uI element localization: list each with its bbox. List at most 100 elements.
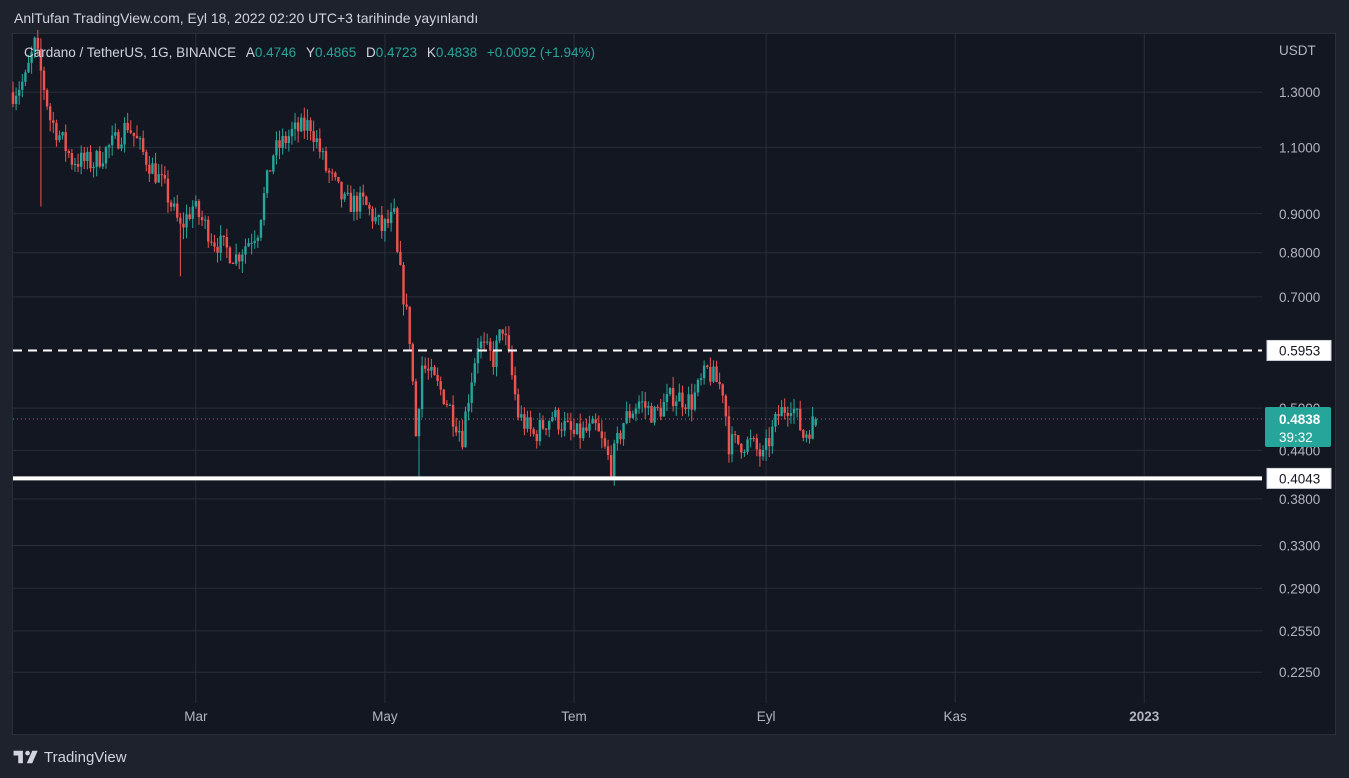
candle-body bbox=[250, 242, 253, 244]
candle-body bbox=[551, 417, 554, 422]
candle-body bbox=[482, 341, 486, 343]
price-axis[interactable]: 1.30001.10000.90000.80000.70000.50000.44… bbox=[1279, 43, 1320, 680]
candle-body bbox=[216, 246, 219, 253]
candle-body bbox=[281, 136, 284, 148]
candle-body bbox=[132, 132, 136, 136]
candle-body bbox=[45, 90, 49, 107]
candle-body bbox=[476, 348, 480, 364]
horizontal-lines[interactable] bbox=[13, 349, 1262, 481]
candle-body bbox=[526, 417, 529, 429]
candle-body bbox=[582, 427, 585, 439]
candle-body bbox=[188, 214, 191, 219]
candle-body bbox=[764, 438, 768, 450]
candle-body bbox=[197, 200, 201, 218]
candle-body bbox=[442, 389, 445, 405]
candle-body bbox=[61, 132, 64, 136]
candle-body bbox=[547, 421, 551, 430]
symbol-name[interactable]: Cardano / TetherUS, 1G, BINANCE bbox=[24, 45, 237, 60]
candle-body bbox=[743, 451, 746, 453]
candle-body bbox=[424, 365, 427, 369]
candle-body bbox=[696, 379, 700, 393]
candle-body bbox=[479, 341, 483, 349]
publication-text: AnlTufan TradingView.com, Eyl 18, 2022 0… bbox=[14, 10, 479, 26]
candle-body bbox=[520, 414, 523, 418]
time-axis[interactable]: Mar May Tem Eyl Kas 2023 bbox=[184, 709, 1159, 724]
candles bbox=[11, 29, 817, 486]
candle-body bbox=[544, 428, 548, 430]
price-badge bbox=[1266, 467, 1332, 489]
time-tick-label: Mar bbox=[184, 709, 208, 724]
candle-body bbox=[675, 401, 678, 407]
candle-body bbox=[157, 174, 160, 183]
candle-body bbox=[179, 217, 182, 224]
candle-body bbox=[693, 392, 697, 410]
price-tick-label: 0.2550 bbox=[1279, 624, 1320, 639]
candle-body bbox=[73, 164, 77, 166]
candle-body bbox=[712, 366, 715, 382]
candle-body bbox=[650, 406, 653, 423]
candle-body bbox=[331, 172, 334, 174]
candle-body bbox=[275, 140, 278, 156]
candle-body bbox=[365, 196, 368, 205]
candle-body bbox=[231, 263, 235, 265]
low-label: D bbox=[366, 45, 376, 60]
candle-body bbox=[805, 434, 808, 438]
candle-body bbox=[752, 438, 755, 440]
candle-body bbox=[182, 223, 185, 228]
candle-body bbox=[594, 419, 597, 424]
candle-body bbox=[510, 350, 514, 376]
candle-body bbox=[315, 138, 318, 143]
candle-body bbox=[148, 164, 151, 174]
candle-body bbox=[613, 443, 616, 478]
candle-body bbox=[253, 240, 256, 243]
candle-body bbox=[259, 220, 263, 238]
candle-body bbox=[789, 413, 793, 416]
time-tick-label: May bbox=[372, 709, 398, 724]
price-tick-label: 0.8000 bbox=[1279, 246, 1320, 261]
candle-body bbox=[603, 438, 607, 447]
candle-body bbox=[606, 446, 610, 456]
candle-body bbox=[411, 344, 415, 382]
candle-body bbox=[225, 236, 229, 248]
currency-label[interactable]: USDT bbox=[1279, 43, 1316, 58]
candle-body bbox=[135, 135, 139, 139]
price-badges: 0.5953 0.4043 0.4838 39:32 bbox=[1265, 339, 1332, 489]
candle-body bbox=[393, 208, 396, 212]
candle-body bbox=[154, 163, 157, 183]
candle-body bbox=[200, 217, 204, 221]
candle-body bbox=[399, 251, 402, 265]
candle-body bbox=[312, 131, 315, 143]
candle-body bbox=[101, 163, 105, 167]
candle-body bbox=[792, 408, 796, 414]
candle-body bbox=[262, 193, 266, 221]
open-value: 0.4746 bbox=[254, 45, 297, 60]
candle-body bbox=[219, 235, 222, 253]
price-tick-label: 0.3300 bbox=[1279, 539, 1320, 554]
candle-body bbox=[383, 218, 387, 231]
candle-body bbox=[120, 144, 123, 149]
change-value: +0.0092 (+1.94%) bbox=[486, 45, 595, 60]
candle-body bbox=[117, 132, 120, 149]
candle-body bbox=[11, 92, 15, 104]
price-badge-label: 0.5953 bbox=[1279, 343, 1320, 358]
candle-body bbox=[625, 411, 628, 424]
candle-body bbox=[265, 170, 269, 194]
price-tick-label: 1.1000 bbox=[1279, 140, 1320, 155]
candle-body bbox=[358, 192, 362, 212]
candle-body bbox=[758, 449, 762, 457]
candle-body bbox=[386, 218, 390, 224]
tradingview-logo[interactable]: TradingView bbox=[12, 746, 127, 768]
candle-body bbox=[637, 401, 641, 409]
candle-body bbox=[814, 419, 817, 426]
candle-body bbox=[420, 365, 424, 410]
candle-body bbox=[114, 132, 117, 136]
candle-body bbox=[737, 435, 740, 444]
candle-body bbox=[126, 122, 129, 131]
candle-body bbox=[256, 237, 260, 241]
candle-body bbox=[702, 365, 706, 379]
candle-body bbox=[213, 242, 216, 247]
price-tick-label: 0.2250 bbox=[1279, 665, 1320, 680]
chart-panel[interactable] bbox=[12, 33, 1336, 735]
candle-body bbox=[306, 120, 309, 131]
